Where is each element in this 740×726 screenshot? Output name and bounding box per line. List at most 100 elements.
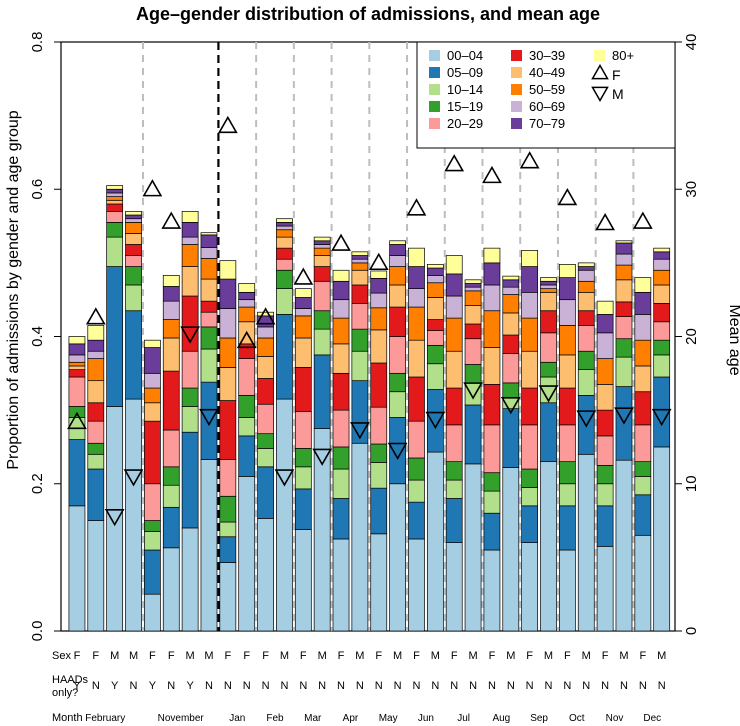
legend-label: 10–14 <box>447 82 483 97</box>
bar-segment-5 <box>445 387 463 426</box>
mean-age-marker-f <box>482 165 502 184</box>
bar-segment-2 <box>200 348 218 383</box>
sex-label: F <box>602 650 609 662</box>
bar-segment-2 <box>370 462 388 489</box>
month-label: Jul <box>457 713 470 724</box>
bar-segment-0 <box>445 542 463 632</box>
bar-segment-10 <box>408 247 425 267</box>
haads-value: N <box>130 680 138 692</box>
bar-segment-5 <box>68 369 86 378</box>
bar-segment-6 <box>294 337 312 368</box>
legend-swatch <box>429 101 440 112</box>
bar-segment-7 <box>370 307 388 331</box>
bar-segment-0 <box>426 451 444 632</box>
mean-age-marker-m <box>387 442 408 460</box>
bar-segment-6 <box>144 402 161 422</box>
bar-segment-4 <box>219 459 237 497</box>
bar-segment-4 <box>596 435 614 466</box>
sex-label: F <box>243 650 250 662</box>
bar-segment-7 <box>577 280 595 293</box>
bar-segment-8 <box>634 314 652 341</box>
mean-age-marker-m <box>425 411 446 430</box>
bar-segment-0 <box>332 538 350 632</box>
legend-m-label: M <box>612 86 624 102</box>
bar-segment-3 <box>294 448 312 468</box>
bar-segment-10 <box>294 288 312 298</box>
bar-segment-4 <box>276 258 293 271</box>
bar-segment-4 <box>426 330 444 346</box>
row-label-sex: Sex <box>52 650 71 662</box>
bar-segment-5 <box>106 203 124 212</box>
bar-segment-7 <box>426 282 444 298</box>
bar-segment-4 <box>389 336 406 374</box>
month-label: Apr <box>343 713 359 724</box>
row-label-month: Month <box>52 712 83 724</box>
bar-segment-5 <box>559 387 576 426</box>
bar-segment-10 <box>87 325 105 341</box>
bar-segment-8 <box>68 354 86 363</box>
bar-segment-3 <box>370 443 388 463</box>
bar-segment-10 <box>276 218 293 223</box>
bar-segment-9 <box>464 283 482 288</box>
bar-segment-0 <box>68 505 86 632</box>
bar-segment-3 <box>502 382 520 398</box>
haads-value: N <box>413 680 421 692</box>
bar-segment-10 <box>238 283 256 293</box>
bar-segment-8 <box>521 291 539 319</box>
bar-segment-10 <box>615 240 633 244</box>
bar-segment-9 <box>540 280 557 286</box>
bar-segment-8 <box>125 218 142 223</box>
bar-segment-10 <box>106 185 124 190</box>
sex-label: M <box>129 650 138 662</box>
sex-label: F <box>74 650 81 662</box>
legend-label: 15–19 <box>447 99 483 114</box>
bar-segment-8 <box>87 350 105 359</box>
month-label: Aug <box>492 713 510 724</box>
plot-area: 0.0 0.2 0.4 0.6 0.8 0 10 20 30 40 <box>29 32 700 642</box>
month-label: November <box>158 713 205 724</box>
bar-segment-2 <box>464 382 482 406</box>
bar-segment-1 <box>351 380 369 444</box>
bar-segment-5 <box>200 300 218 313</box>
bar-segment-7 <box>181 244 199 267</box>
bar-segment-7 <box>540 288 557 293</box>
bar-segment-9 <box>219 278 237 309</box>
bar-segment-9 <box>162 286 180 302</box>
bar-segment-6 <box>596 384 614 411</box>
bar-segment-3 <box>313 310 331 330</box>
bar-segment-4 <box>144 483 161 521</box>
bar-segment-3 <box>464 364 482 384</box>
bar-segment-10 <box>370 270 388 279</box>
bar-segment-9 <box>125 214 142 220</box>
bar-segment-4 <box>559 424 576 463</box>
mean-age-marker-m <box>104 508 125 527</box>
legend-swatch <box>511 101 522 112</box>
bar-segment-9 <box>426 267 444 276</box>
bar-segment-8 <box>615 253 633 266</box>
bar-segment-1 <box>370 487 388 535</box>
bar-segment-9 <box>106 188 124 194</box>
bar-segment-4 <box>483 424 501 474</box>
bar-segment-8 <box>294 308 312 317</box>
bar-segment-4 <box>200 311 218 328</box>
bar-segment-1 <box>445 498 463 544</box>
bar-segment-2 <box>294 466 312 490</box>
bar-segment-9 <box>521 266 539 293</box>
sex-label: F <box>564 650 571 662</box>
bar-segment-10 <box>596 300 614 315</box>
bar-segment-6 <box>653 284 671 304</box>
sex-label: F <box>526 650 533 662</box>
mean-age-marker-f <box>85 307 106 325</box>
haads-value: N <box>601 680 609 692</box>
legend: 00–04 05–09 10–14 15–19 20–29 30–39 40–49 50–59… <box>416 41 676 149</box>
sex-label: F <box>375 650 382 662</box>
bar-segment-1 <box>332 498 350 540</box>
legend-box <box>416 41 676 149</box>
bar-segment-4 <box>408 420 425 459</box>
bar-segment-10 <box>257 311 274 317</box>
bar-segment-2 <box>577 369 595 396</box>
bar-segment-6 <box>332 343 350 374</box>
bar-segment-8 <box>502 286 520 295</box>
bar-segment-2 <box>389 391 406 418</box>
bar-segment-9 <box>559 277 576 301</box>
